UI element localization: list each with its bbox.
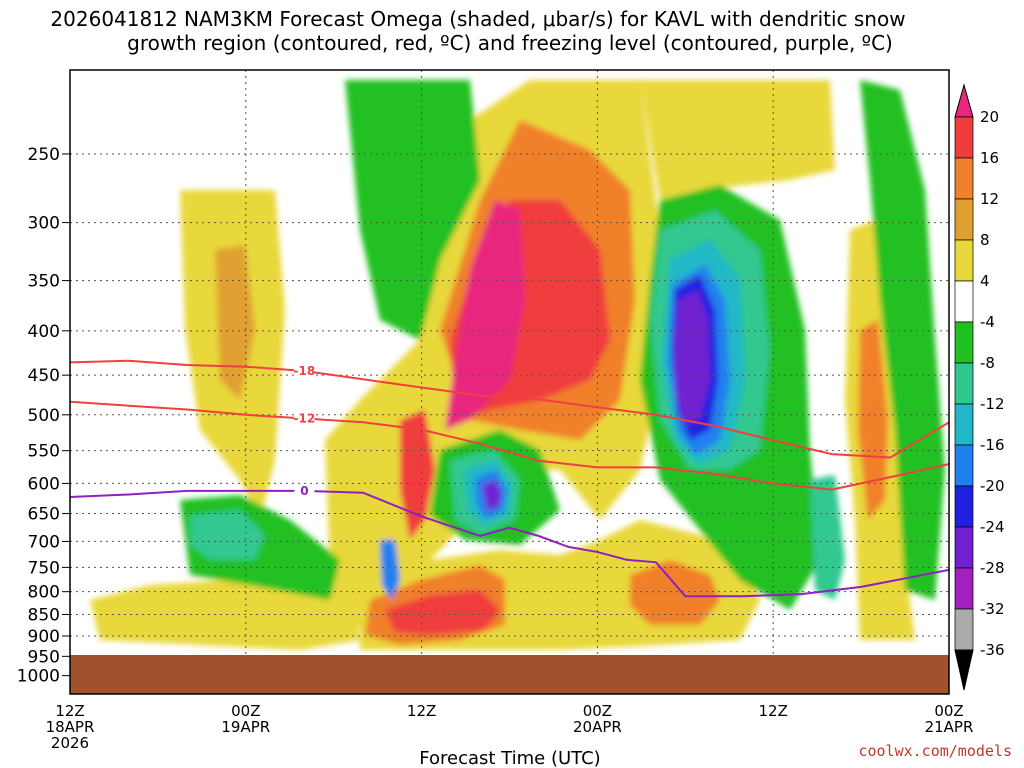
colorbar-swatch-3	[954, 239, 974, 282]
colorbar-tick-label: 16	[980, 149, 999, 167]
y-tick-label: 300	[28, 214, 60, 234]
y-tick-label: 800	[28, 583, 60, 603]
y-axis: 2503003504004505005506006507007508008509…	[17, 145, 70, 687]
ascent-red-stem	[400, 410, 435, 540]
colorbar-swatch-12	[954, 608, 974, 651]
colorbar-swatch-5	[954, 321, 974, 364]
y-tick-label: 450	[28, 366, 60, 386]
descent-purple-mid	[482, 480, 502, 510]
colorbar-tick-label: -32	[980, 600, 1005, 618]
colorbar-swatch-8	[954, 444, 974, 487]
x-tick-label: 00Z	[934, 702, 963, 720]
x-tick-label: 19APR	[221, 718, 270, 736]
contour-label-bg	[294, 483, 315, 497]
contour-line-1	[70, 400, 949, 491]
ascent-orange-right	[858, 320, 888, 520]
y-tick-label: 850	[28, 605, 60, 625]
colorbar-bottom-arrow	[954, 649, 974, 691]
y-tick-label: 650	[28, 505, 60, 525]
x-tick-label: 12Z	[407, 702, 436, 720]
colorbar-tick-label: 8	[980, 231, 990, 249]
colorbar-tick-label: 20	[980, 108, 999, 126]
y-tick-label: 900	[28, 627, 60, 647]
ascent-area-top	[640, 80, 835, 200]
colorbar-swatch-2	[954, 198, 974, 241]
colorbar-swatch-7	[954, 403, 974, 446]
contour-label-bg	[294, 363, 315, 377]
x-tick-label: 21APR	[925, 718, 974, 736]
x-tick-label: 00Z	[583, 702, 612, 720]
below-ground-surface	[70, 655, 949, 694]
x-axis-label: Forecast Time (UTC)	[419, 748, 600, 768]
y-tick-label: 950	[28, 647, 60, 667]
colorbar-swatch-9	[954, 485, 974, 528]
y-tick-label: 250	[28, 145, 60, 165]
y-tick-label: 400	[28, 322, 60, 342]
colorbar-swatch-4	[954, 280, 974, 323]
temperature-contours: -18 -12 0	[70, 359, 949, 598]
ascent-red-low	[385, 590, 500, 635]
y-tick-label: 600	[28, 474, 60, 494]
descent-blue-low	[380, 540, 400, 600]
colorbar-tick-label: -16	[980, 436, 1005, 454]
ascent-area-low	[90, 575, 360, 650]
x-tick-label: 12Z	[55, 702, 84, 720]
contour-label: 0	[300, 484, 308, 498]
colorbar-tick-label: -24	[980, 518, 1005, 536]
colorbar-swatch-1	[954, 157, 974, 200]
descent-purple-core	[674, 290, 710, 425]
site-credit: coolwx.com/models	[858, 742, 1012, 760]
colorbar-tick-label: 12	[980, 190, 999, 208]
descent-teal-low	[190, 510, 265, 560]
contour-label: -18	[294, 364, 316, 378]
descent-teal-right-low	[810, 475, 845, 600]
x-tick-label: 18APR	[46, 718, 95, 736]
y-tick-label: 1000	[17, 667, 60, 687]
colorbar-tick-label: -12	[980, 395, 1005, 413]
colorbar-swatch-0	[954, 116, 974, 159]
x-tick-label: 20APR	[573, 718, 622, 736]
contour-label-bg	[294, 411, 315, 425]
descent-green-top	[345, 80, 480, 340]
x-tick-label: 2026	[51, 734, 89, 752]
colorbar-tick-label: -20	[980, 477, 1005, 495]
colorbar: 20 16 12 8 4 -4 -8 -12 -16 -20 -24 -28 -32 -36	[954, 83, 1005, 691]
colorbar-top-arrow	[954, 83, 974, 118]
ascent-orange-low2	[630, 560, 720, 625]
ascent-orange-left	[215, 245, 255, 400]
colorbar-swatch-10	[954, 526, 974, 569]
y-tick-label: 500	[28, 406, 60, 426]
colorbar-tick-label: -36	[980, 641, 1005, 659]
y-tick-label: 700	[28, 532, 60, 552]
contour-line-0	[70, 359, 949, 459]
plot-frame	[69, 69, 950, 695]
colorbar-tick-label: 4	[980, 272, 990, 290]
ascent-magenta-core	[445, 200, 525, 430]
contour-label: -12	[294, 412, 316, 426]
omega-shading	[90, 80, 945, 650]
x-tick-label: 00Z	[231, 702, 260, 720]
chart-title-line-2: growth region (contoured, red, ºC) and f…	[127, 31, 893, 55]
y-tick-label: 350	[28, 272, 60, 292]
colorbar-tick-label: -8	[980, 354, 995, 372]
y-tick-label: 550	[28, 442, 60, 462]
colorbar-tick-label: -28	[980, 559, 1005, 577]
colorbar-swatch-6	[954, 362, 974, 405]
y-tick-label: 750	[28, 558, 60, 578]
x-tick-label: 12Z	[759, 702, 788, 720]
colorbar-tick-label: -4	[980, 313, 995, 331]
chart-title-line-1: 2026041812 NAM3KM Forecast Omega (shaded…	[50, 7, 905, 31]
contour-line-2	[70, 489, 949, 598]
colorbar-swatch-11	[954, 567, 974, 610]
